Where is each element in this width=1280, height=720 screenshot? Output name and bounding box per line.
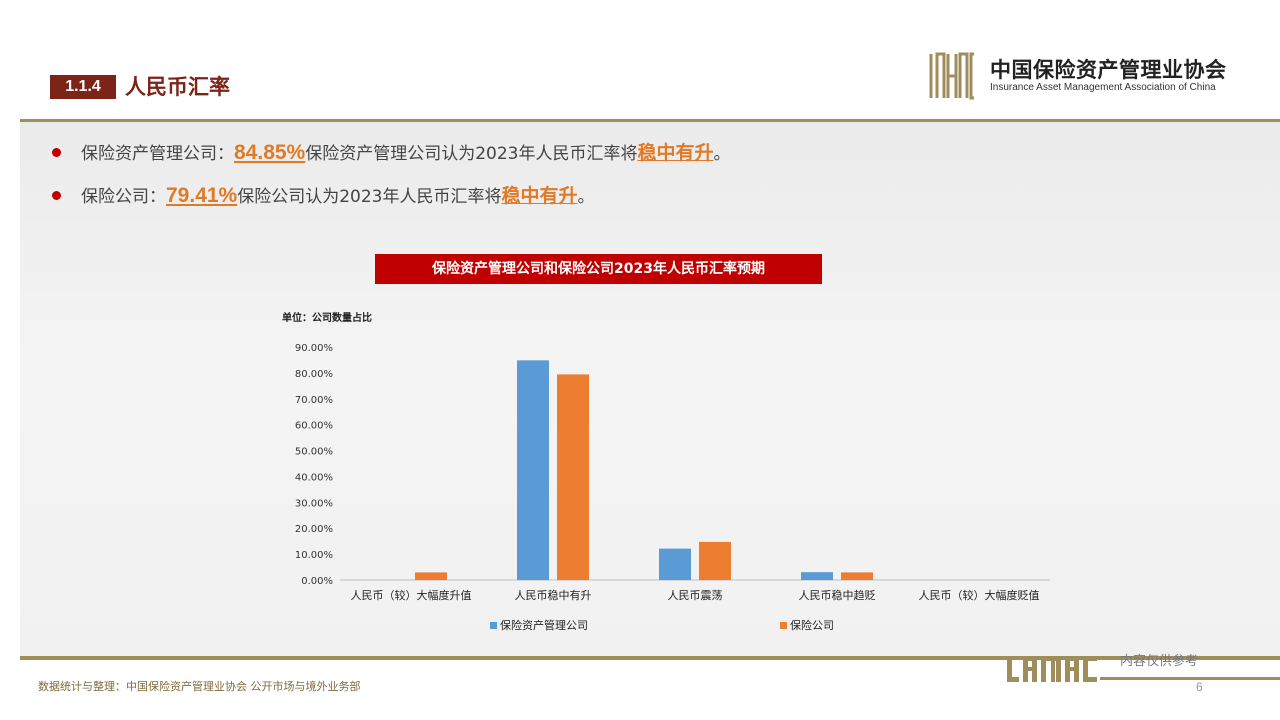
y-tick-label: 60.00% [295, 421, 333, 432]
section-title: 人民币汇率 [125, 75, 230, 99]
bar-insurance [415, 572, 447, 580]
iamac-logo-icon [929, 52, 974, 100]
bullet-insurance: 保险公司：79.41%保险公司认为2023年人民币汇率将稳中有升。 [52, 181, 595, 212]
disclaimer-note: 内容仅供参考 [1120, 654, 1199, 669]
iamac-footer-logo-icon [1007, 656, 1097, 682]
footer-accent-line [1100, 677, 1280, 680]
y-tick-label: 10.00% [295, 550, 333, 561]
logo-cn-name: 中国保险资产管理业协会 [990, 58, 1227, 82]
bullet-suffix: 。 [577, 187, 595, 207]
bullet-text: 保险资产管理公司认为2023年人民币汇率将 [305, 144, 638, 164]
y-tick-label: 70.00% [295, 395, 333, 406]
bullet-percentage: 84.85% [234, 141, 306, 164]
x-category-label: 人民币（较）大幅度贬值 [919, 588, 1040, 602]
y-tick-label: 20.00% [295, 524, 333, 535]
bullet-dot-icon [52, 147, 61, 157]
x-category-label: 人民币震荡 [668, 589, 723, 602]
bar-asset-mgmt [659, 548, 691, 580]
y-tick-label: 90.00% [295, 343, 333, 354]
chart-title: 保险资产管理公司和保险公司2023年人民币汇率预期 [375, 254, 822, 284]
y-tick-label: 0.00% [301, 576, 333, 587]
bar-insurance [699, 541, 731, 580]
y-tick-label: 40.00% [295, 472, 333, 483]
y-tick-label: 80.00% [295, 369, 333, 380]
legend-label: 保险公司 [790, 618, 834, 632]
legend-swatch [780, 622, 787, 629]
bar-asset-mgmt [517, 360, 549, 580]
header-divider [20, 119, 1280, 122]
bar-insurance [557, 374, 589, 580]
unit-label: 单位：公司数量占比 [282, 311, 372, 324]
header: 1.1.4 人民币汇率 中国保险资产管理业协会 Insurance Asset … [0, 0, 1280, 120]
legend-label: 保险资产管理公司 [500, 618, 588, 632]
bar-chart: 单位：公司数量占比 0.00% 10.00% 20.00% 30.00% 40.00% 50… [282, 311, 1050, 632]
logo-en-name: Insurance Asset Management Association o… [990, 82, 1216, 93]
bullet-dot-icon [52, 190, 61, 200]
association-logo: 中国保险资产管理业协会 Insurance Asset Management A… [928, 52, 1268, 100]
bullet-percentage: 79.41% [166, 184, 238, 207]
section-number: 1.1.4 [50, 75, 116, 99]
content-panel [20, 122, 1280, 656]
bar-insurance [841, 572, 873, 580]
bullet-prefix: 保险资产管理公司： [81, 144, 234, 164]
bullet-text: 保险公司认为2023年人民币汇率将 [237, 187, 502, 207]
bullet-highlight: 稳中有升 [501, 185, 578, 207]
bullet-highlight: 稳中有升 [637, 142, 714, 164]
bullet-suffix: 。 [713, 144, 731, 164]
y-tick-label: 50.00% [295, 447, 333, 458]
data-source: 数据统计与整理：中国保险资产管理业协会 公开市场与境外业务部 [38, 680, 361, 693]
x-category-label: 人民币稳中趋贬 [799, 588, 876, 602]
y-tick-label: 30.00% [295, 498, 333, 509]
bullet-asset-mgmt: 保险资产管理公司：84.85%保险资产管理公司认为2023年人民币汇率将稳中有升… [52, 138, 731, 169]
bar-asset-mgmt [801, 572, 833, 580]
x-category-label: 人民币（较）大幅度升值 [351, 588, 472, 602]
footer-divider [20, 656, 1280, 660]
legend-swatch [490, 622, 497, 629]
x-category-label: 人民币稳中有升 [515, 588, 592, 602]
bullet-prefix: 保险公司： [81, 187, 166, 207]
page-number: 6 [1196, 680, 1203, 694]
